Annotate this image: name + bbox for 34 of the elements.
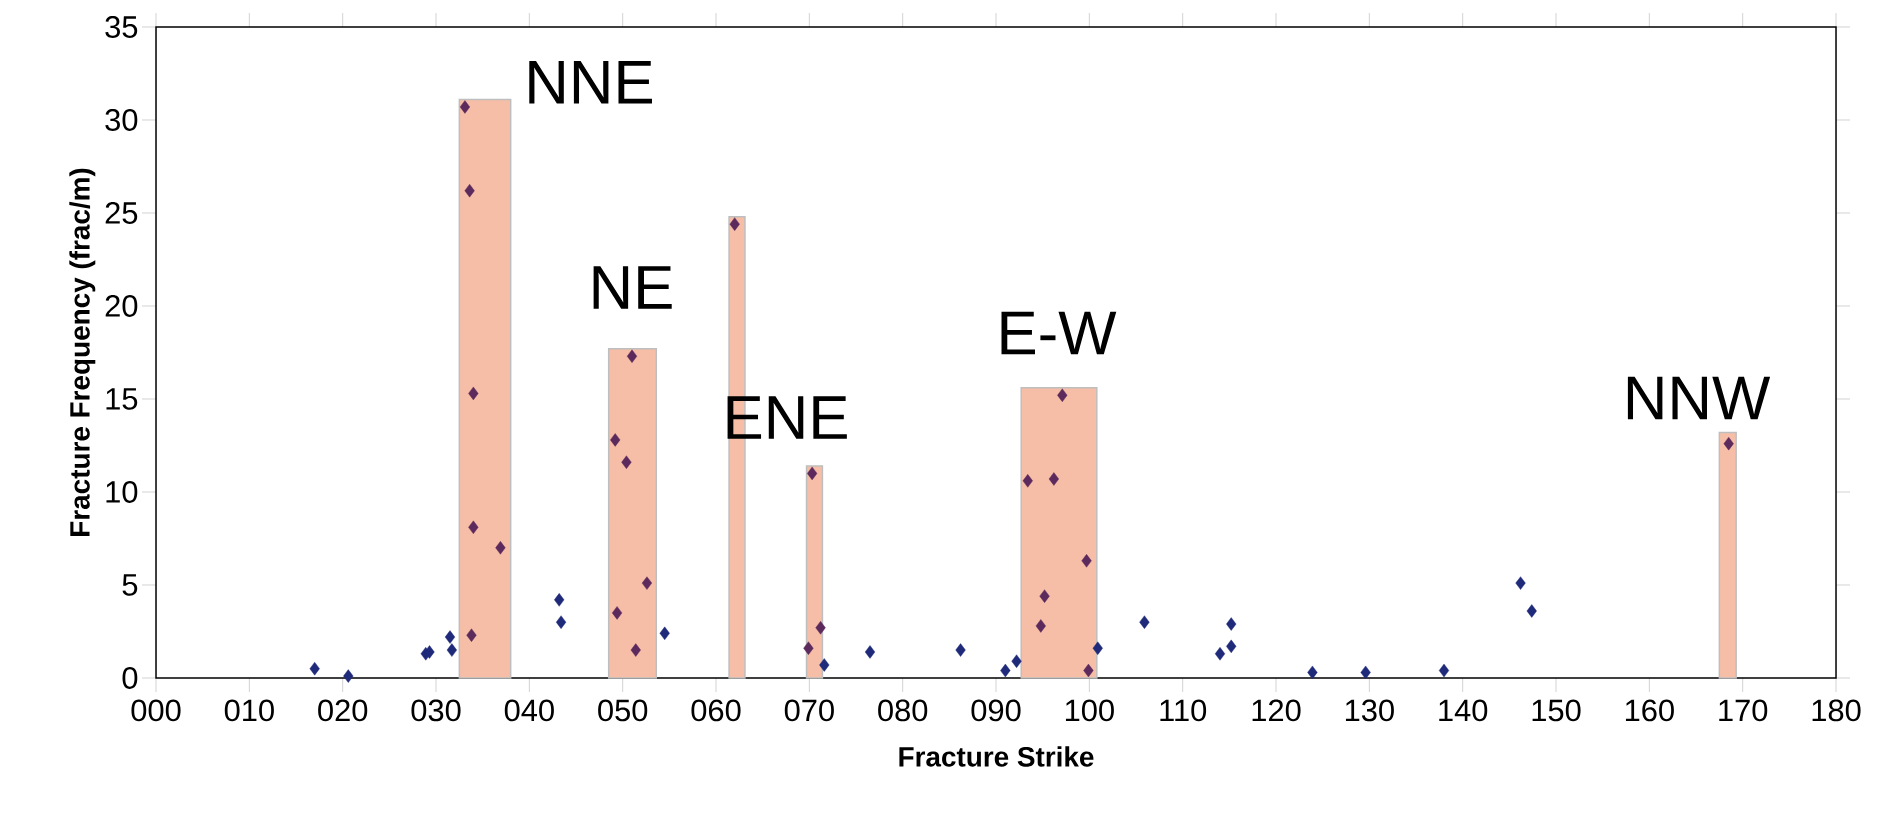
x-tick-label: 150: [1532, 699, 1581, 722]
x-tick-label: 040: [504, 699, 554, 722]
y-tick-label: 35: [105, 16, 138, 38]
y-tick-label: 5: [122, 574, 138, 596]
x-tick-label: 070: [784, 699, 834, 722]
x-tick-label: 020: [318, 699, 368, 722]
annotation: E-W: [1001, 311, 1117, 355]
x-tick-label: 160: [1625, 699, 1674, 722]
y-axis-title: Fracture Frequency (frac/m): [69, 168, 96, 536]
x-tick-label: 010: [224, 699, 274, 722]
x-tick-label: 130: [1345, 699, 1394, 722]
x-tick-label: 080: [878, 699, 928, 722]
x-tick-label: 100: [1065, 699, 1114, 722]
annotation: NNE: [529, 61, 652, 104]
x-tick-label: 000: [131, 699, 181, 722]
x-tick-label: 180: [1812, 699, 1861, 722]
x-tick-label: 120: [1252, 699, 1301, 722]
y-tick-label: 25: [105, 202, 138, 224]
annotation: NNW: [1627, 376, 1771, 420]
y-tick-label: 15: [106, 388, 138, 410]
annotation: ENE: [727, 396, 847, 439]
y-tick-label: 10: [106, 481, 138, 503]
x-tick-label: 090: [971, 699, 1021, 722]
x-tick-label: 050: [598, 699, 648, 722]
y-tick-label: 0: [122, 667, 138, 689]
annotation: NE: [593, 266, 672, 309]
x-tick-label: 140: [1439, 699, 1488, 722]
x-tick-label: 060: [691, 699, 741, 722]
x-axis-title: Fracture Strike: [899, 746, 1094, 767]
x-tick-label: 170: [1719, 699, 1768, 722]
x-tick-label: 110: [1160, 699, 1207, 722]
x-tick-label: 030: [411, 699, 461, 722]
y-tick-label: 20: [105, 295, 138, 317]
y-tick-label: 30: [105, 109, 138, 131]
